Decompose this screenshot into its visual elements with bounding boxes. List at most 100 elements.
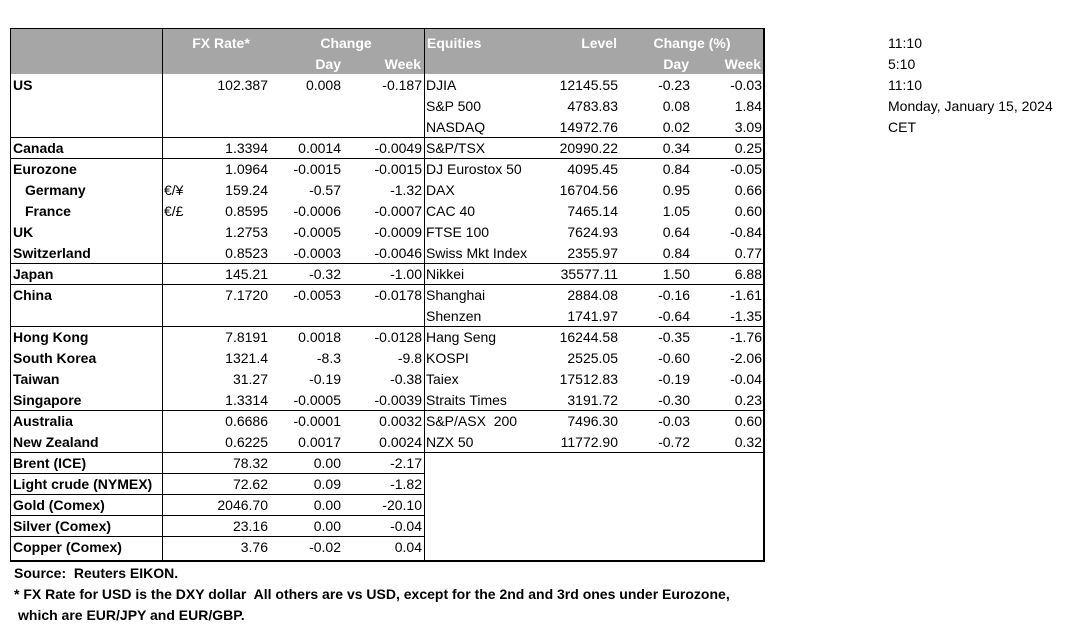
cell-week: -9.8 [397,350,422,366]
cell-eq-week: -0.03 [730,77,762,93]
cell-equity: Swiss Mkt Index [426,245,528,261]
rule [10,560,764,562]
rule [10,28,11,560]
cell-equity: Shanghai [426,287,486,303]
cell-fx: 1321.4 [225,350,268,366]
cell-day: -0.19 [309,371,341,387]
header-eq-day: Day [663,56,689,72]
cell-equity: Shenzen [426,308,482,324]
cell-region: Switzerland [13,245,91,261]
cell-region: France [25,203,71,219]
cell-week: -0.0178 [374,287,422,303]
cell-eq-day: -0.64 [658,308,690,324]
cell-day: 0.008 [305,77,341,93]
side-time-3: 11:10 [888,77,922,93]
cell-day: 0.00 [313,455,341,471]
cell-region: Japan [13,266,54,282]
cell-equity: DJIA [426,77,457,93]
rule [763,28,765,562]
cell-level: 2884.08 [567,287,618,303]
cell-equity: S&P 500 [426,98,482,114]
rule [10,515,424,516]
cell-fx: 1.3314 [225,392,268,408]
cell-week: 0.0024 [379,434,422,450]
cell-equity: S&P/ASX 200 [426,413,518,429]
cell-fx: 1.3394 [225,140,268,156]
cell-equity: DAX [426,182,455,198]
cell-level: 7496.30 [567,413,618,429]
header-equities: Equities [427,35,482,51]
cell-region: Brent (ICE) [13,455,87,471]
cell-equity: Hang Seng [426,329,497,345]
cell-equity: S&P/TSX [426,140,486,156]
cell-week: -0.04 [390,518,422,534]
header-level: Level [581,35,617,51]
side-zone: CET [888,119,916,135]
cell-fx: 7.8191 [225,329,268,345]
rule [162,28,163,560]
cell-level: 3191.72 [567,392,618,408]
cell-fx: 78.32 [232,455,268,471]
header-day: Day [315,56,341,72]
cell-region: Hong Kong [13,329,89,345]
cell-day: -0.0001 [293,413,341,429]
cell-region: Eurozone [13,161,77,177]
cell-week: -0.0009 [374,224,422,240]
rule [10,494,424,495]
side-date: Monday, January 15, 2024 [888,98,1053,114]
cell-eq-day: 0.64 [662,224,690,240]
cell-level: 12145.55 [559,77,618,93]
cell-level: 35577.11 [560,266,618,282]
cell-day: -0.0003 [293,245,341,261]
cell-week: -0.0007 [374,203,422,219]
cell-week: 0.04 [394,539,422,555]
header-change: Change [320,35,372,51]
cell-level: 2355.97 [567,245,618,261]
cell-fx: 0.6225 [225,434,268,450]
footer-note: * FX Rate for USD is the DXY dollar All … [14,586,730,602]
cell-eq-day: 0.08 [662,98,690,114]
cell-eq-week: 1.84 [734,98,762,114]
cell-fx: 0.8595 [225,203,268,219]
cell-week: -0.38 [390,371,422,387]
cell-eq-week: 0.25 [734,140,762,156]
cell-eq-day: -0.03 [658,413,690,429]
cell-region: New Zealand [13,434,99,450]
cell-day: 0.0014 [298,140,341,156]
cell-level: 4095.45 [567,161,618,177]
cell-region: South Korea [13,350,97,366]
cell-equity: CAC 40 [426,203,476,219]
cell-eq-day: -0.23 [658,77,690,93]
cell-level: 7624.93 [567,224,618,240]
cell-week: 0.0032 [379,413,422,429]
footer-note: which are EUR/JPY and EUR/GBP. [18,607,245,623]
cell-eq-week: -0.05 [730,161,762,177]
cell-day: -0.0005 [293,392,341,408]
cell-eq-day: -0.60 [658,350,690,366]
cell-region: Gold (Comex) [13,497,105,513]
cell-eq-week: 0.60 [734,203,762,219]
header-week: Week [384,56,421,72]
cell-pair: €/¥ [164,182,184,198]
cell-day: 0.00 [313,518,341,534]
rule [10,158,764,159]
cell-fx: 0.8523 [225,245,268,261]
cell-fx: 72.62 [232,476,268,492]
header-fx-rate: FX Rate* [192,35,250,51]
cell-day: -0.0053 [293,287,341,303]
cell-region: Silver (Comex) [13,518,112,534]
header-eq-week: Week [724,56,761,72]
rule [10,284,764,285]
side-time-1: 11:10 [888,35,922,51]
cell-level: 14972.76 [559,119,618,135]
cell-eq-day: -0.35 [658,329,690,345]
cell-level: 16244.58 [559,329,618,345]
cell-day: -0.57 [309,182,341,198]
cell-eq-week: 0.60 [734,413,762,429]
cell-fx: 0.6686 [225,413,268,429]
cell-week: -0.0039 [374,392,422,408]
cell-eq-week: 3.09 [734,119,762,135]
cell-eq-week: -2.06 [730,350,762,366]
rule [10,137,764,138]
